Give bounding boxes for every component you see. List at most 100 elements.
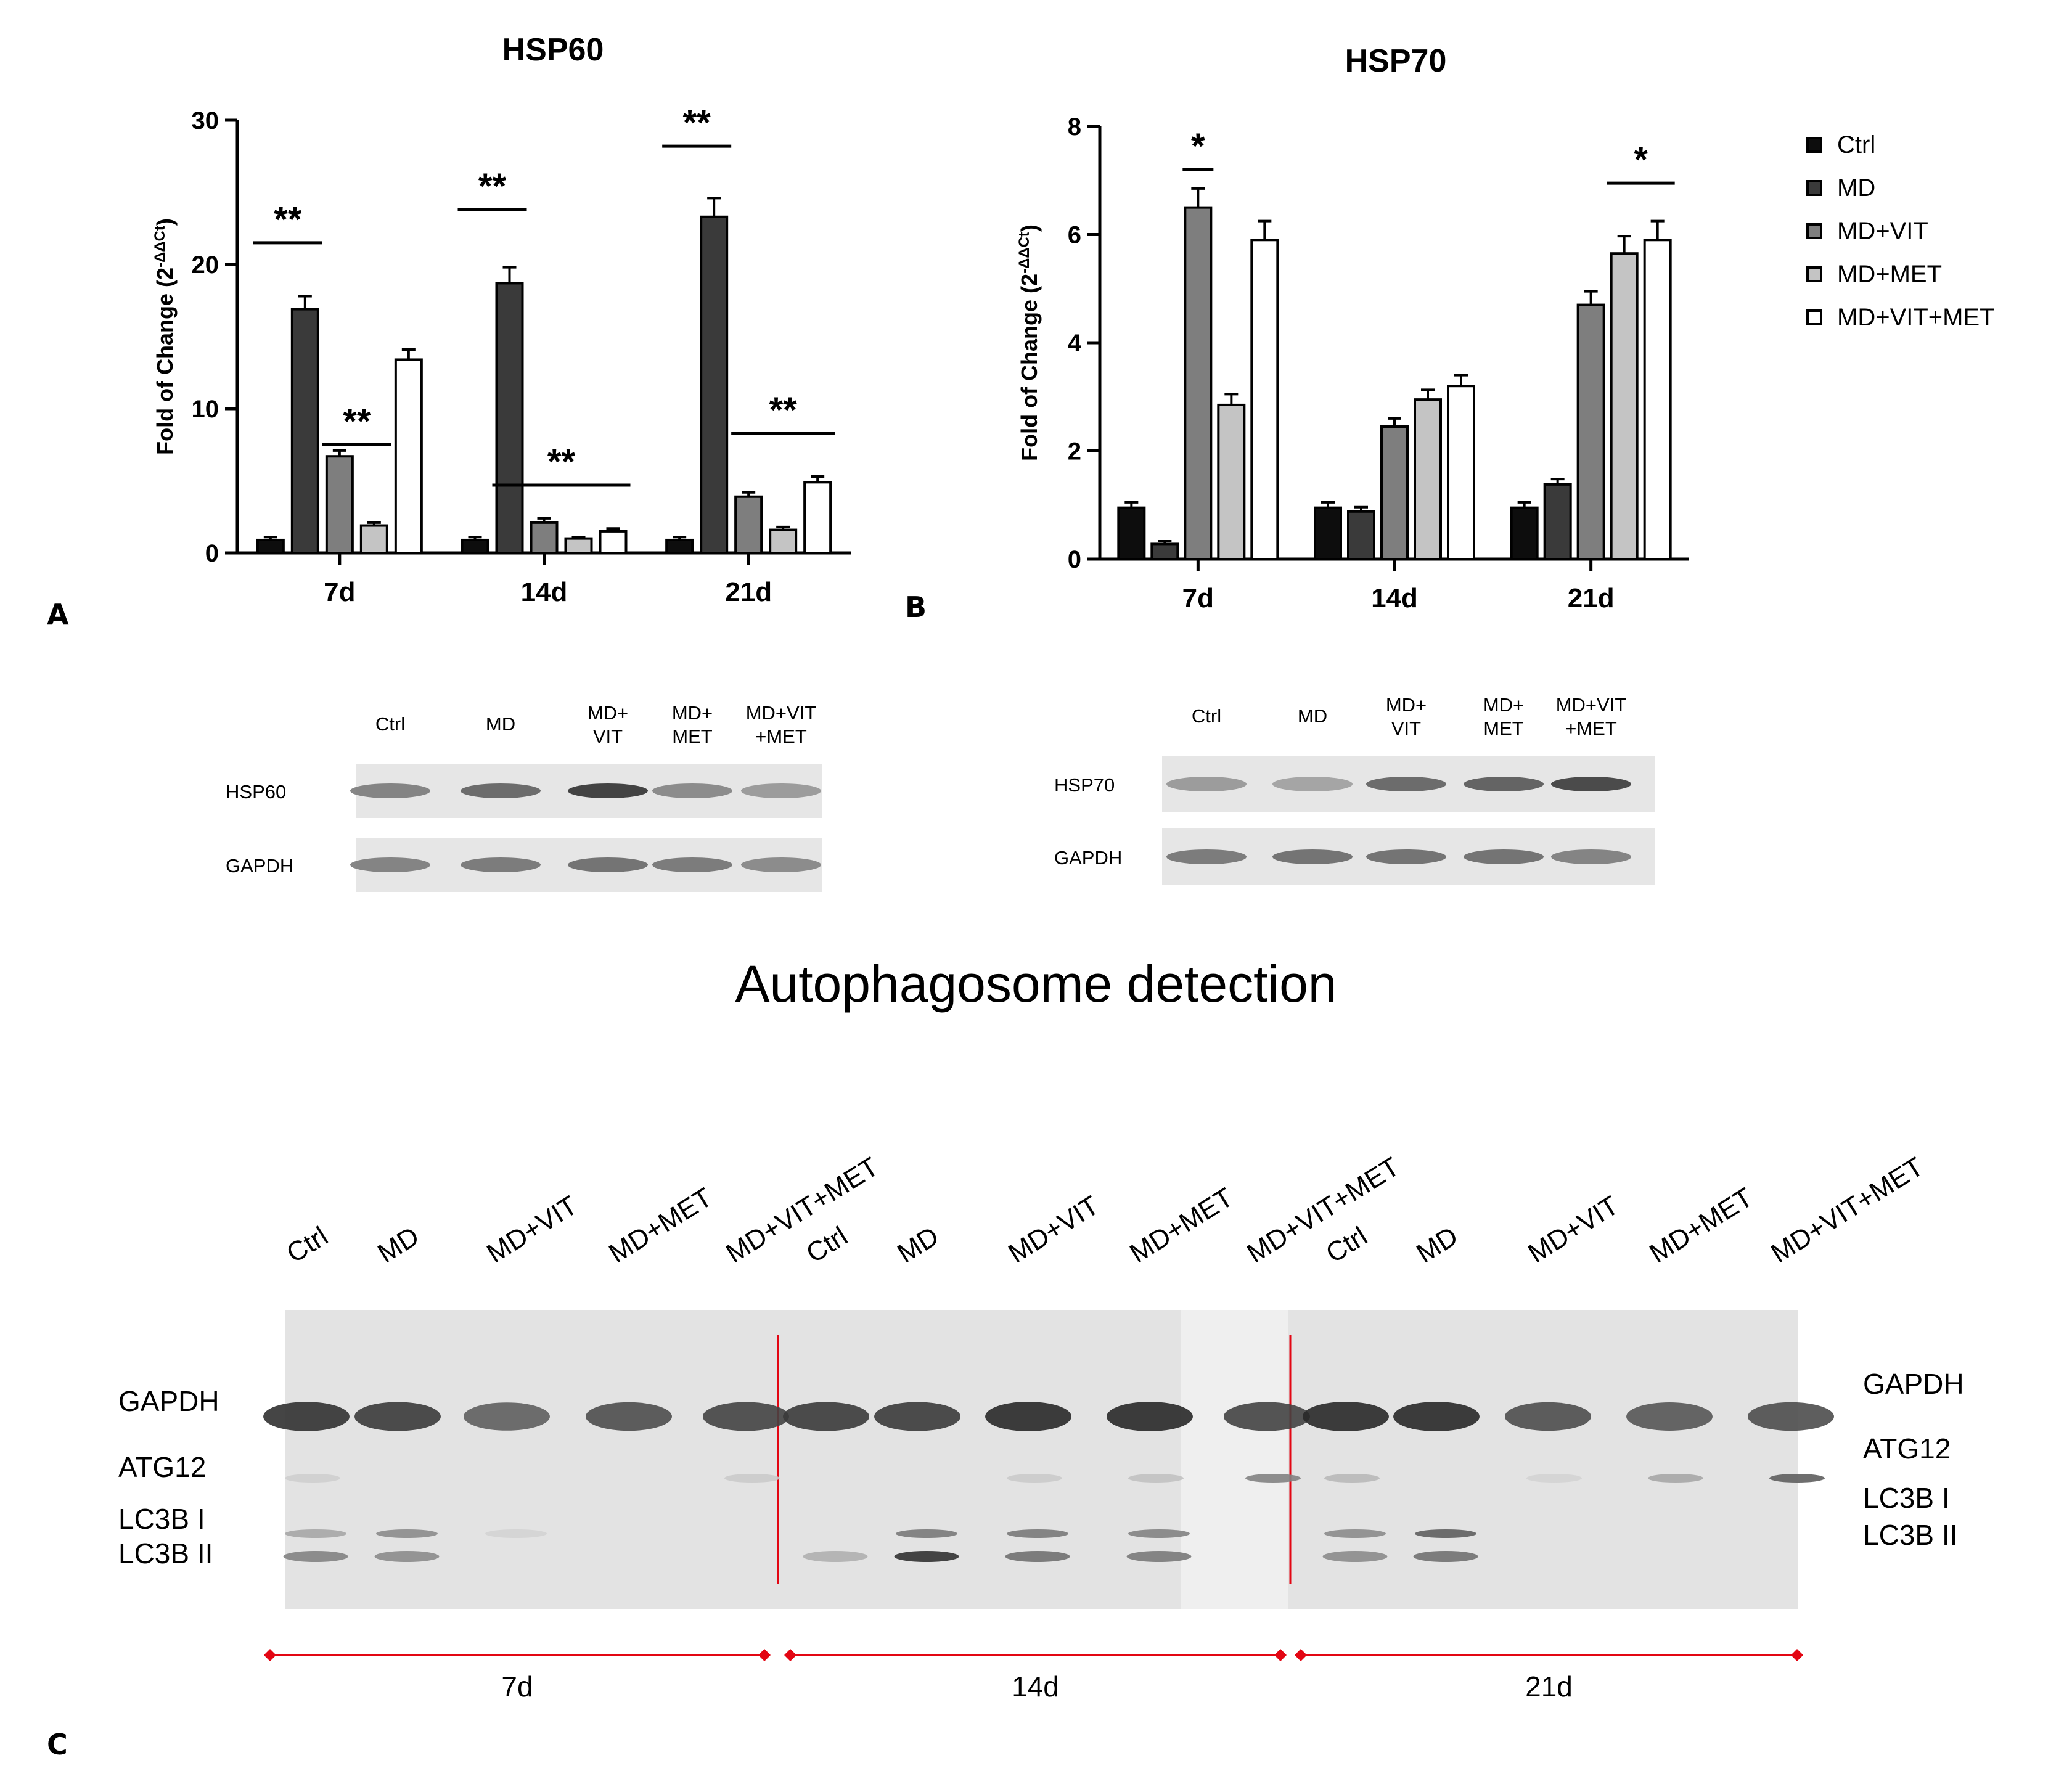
- protein-band: [350, 783, 430, 798]
- right-row-label: LC3B I: [1863, 1482, 1950, 1514]
- timepoint-marker: [1295, 1649, 1307, 1661]
- atg12-band: [1648, 1474, 1703, 1483]
- lc3b2-band: [803, 1551, 868, 1562]
- legend-swatch: [1806, 223, 1822, 239]
- lane-label: Ctrl: [801, 1221, 853, 1269]
- y-tick-label: 6: [1068, 222, 1081, 249]
- bar: [769, 528, 798, 554]
- lc3b1-band: [485, 1529, 547, 1538]
- legend-label: MD+VIT: [1837, 218, 1928, 245]
- blot-background: [285, 1310, 1798, 1609]
- gapdh-band: [464, 1402, 550, 1431]
- atg12-band: [1128, 1474, 1184, 1483]
- lane-label: MD+: [672, 702, 713, 724]
- protein-band: [1464, 777, 1544, 791]
- gapdh-band: [703, 1402, 789, 1431]
- legend-swatch: [1806, 137, 1822, 153]
- atg12-band: [724, 1474, 780, 1483]
- autophagosome-title: Autophagosome detection: [735, 955, 1337, 1013]
- x-tick-label: 14d: [521, 577, 568, 607]
- bar: [1447, 385, 1475, 560]
- lane-label: MD+MET: [1644, 1182, 1758, 1269]
- protein-band: [461, 857, 541, 872]
- x-tick-label: 7d: [1182, 583, 1214, 613]
- bar: [1250, 239, 1279, 560]
- lane-label: MD+MET: [1124, 1182, 1239, 1269]
- bar: [564, 537, 593, 554]
- y-tick-label: 4: [1068, 330, 1082, 357]
- protein-band: [1272, 849, 1353, 864]
- row-label: HSP60: [226, 781, 286, 803]
- lane-label: MD: [1411, 1221, 1463, 1269]
- bar: [1117, 506, 1146, 561]
- bar: [1543, 483, 1572, 561]
- lane-label: MD: [372, 1221, 424, 1269]
- lc3b2-band: [1413, 1551, 1478, 1562]
- lane-label: MD+VIT: [1523, 1190, 1624, 1269]
- legend-swatch: [1806, 180, 1822, 196]
- atg12-band: [1245, 1474, 1301, 1483]
- bar: [700, 215, 729, 554]
- timepoint-marker: [264, 1649, 276, 1661]
- x-tick-label: 14d: [1371, 583, 1418, 613]
- y-tick-label: 2: [1068, 438, 1081, 465]
- gapdh-band: [1505, 1402, 1591, 1431]
- bar: [1576, 303, 1605, 560]
- lc3b1-band: [1007, 1529, 1068, 1538]
- lc3b1-band: [896, 1529, 957, 1538]
- bar: [1217, 403, 1246, 560]
- y-axis-label: Fold of Change (2-ΔΔCt): [152, 218, 178, 455]
- protein-band: [461, 783, 541, 798]
- lane-label: MD+VIT: [746, 702, 817, 724]
- bar: [665, 538, 694, 555]
- blot-background-light: [1181, 1310, 1288, 1609]
- lane-label: MD+VIT+MET: [1242, 1151, 1404, 1269]
- panel-letter-b: B: [905, 591, 927, 624]
- bar: [1643, 239, 1672, 560]
- protein-band: [741, 857, 821, 872]
- significance-label: **: [683, 103, 711, 143]
- panel-letter-c: C: [47, 1728, 68, 1761]
- bar: [394, 358, 423, 554]
- lane-label: MET: [672, 726, 713, 747]
- bar: [495, 282, 524, 554]
- lane-label: +MET: [1565, 718, 1617, 739]
- protein-band: [1551, 849, 1631, 864]
- bar: [1510, 506, 1539, 561]
- legend-label: MD+MET: [1837, 261, 1942, 288]
- bar: [1610, 252, 1639, 560]
- lane-label: Ctrl: [1321, 1221, 1372, 1269]
- x-tick-label: 21d: [1568, 583, 1615, 613]
- bar: [461, 538, 489, 555]
- atg12-band: [1007, 1474, 1062, 1483]
- protein-band: [1366, 849, 1446, 864]
- legend-label: MD+VIT+MET: [1837, 304, 1995, 331]
- protein-band: [1272, 777, 1353, 791]
- legend-label: MD: [1837, 174, 1875, 202]
- bar: [1414, 398, 1442, 560]
- lane-label: MD: [486, 713, 515, 735]
- legend-label: Ctrl: [1837, 131, 1875, 158]
- gapdh-band: [586, 1402, 672, 1431]
- significance-label: **: [547, 442, 576, 482]
- lane-label: MD+: [1483, 694, 1524, 716]
- timepoint-label: 7d: [501, 1671, 533, 1703]
- protein-band: [652, 783, 732, 798]
- protein-band: [350, 857, 430, 872]
- gapdh-band: [1107, 1402, 1193, 1431]
- lane-label: MD+MET: [604, 1182, 718, 1269]
- protein-band: [1366, 777, 1446, 791]
- right-row-label: GAPDH: [1863, 1368, 1964, 1400]
- significance-label: **: [769, 390, 798, 430]
- lane-label: VIT: [1391, 718, 1421, 739]
- row-label: GAPDH: [226, 855, 293, 877]
- gapdh-band: [1224, 1402, 1310, 1431]
- chart-title: HSP60: [502, 32, 604, 68]
- gapdh-band: [1393, 1402, 1480, 1431]
- gapdh-band: [874, 1402, 960, 1431]
- protein-band: [568, 857, 648, 872]
- bar: [256, 538, 285, 555]
- right-row-label: ATG12: [1863, 1433, 1951, 1465]
- bar: [1347, 510, 1375, 561]
